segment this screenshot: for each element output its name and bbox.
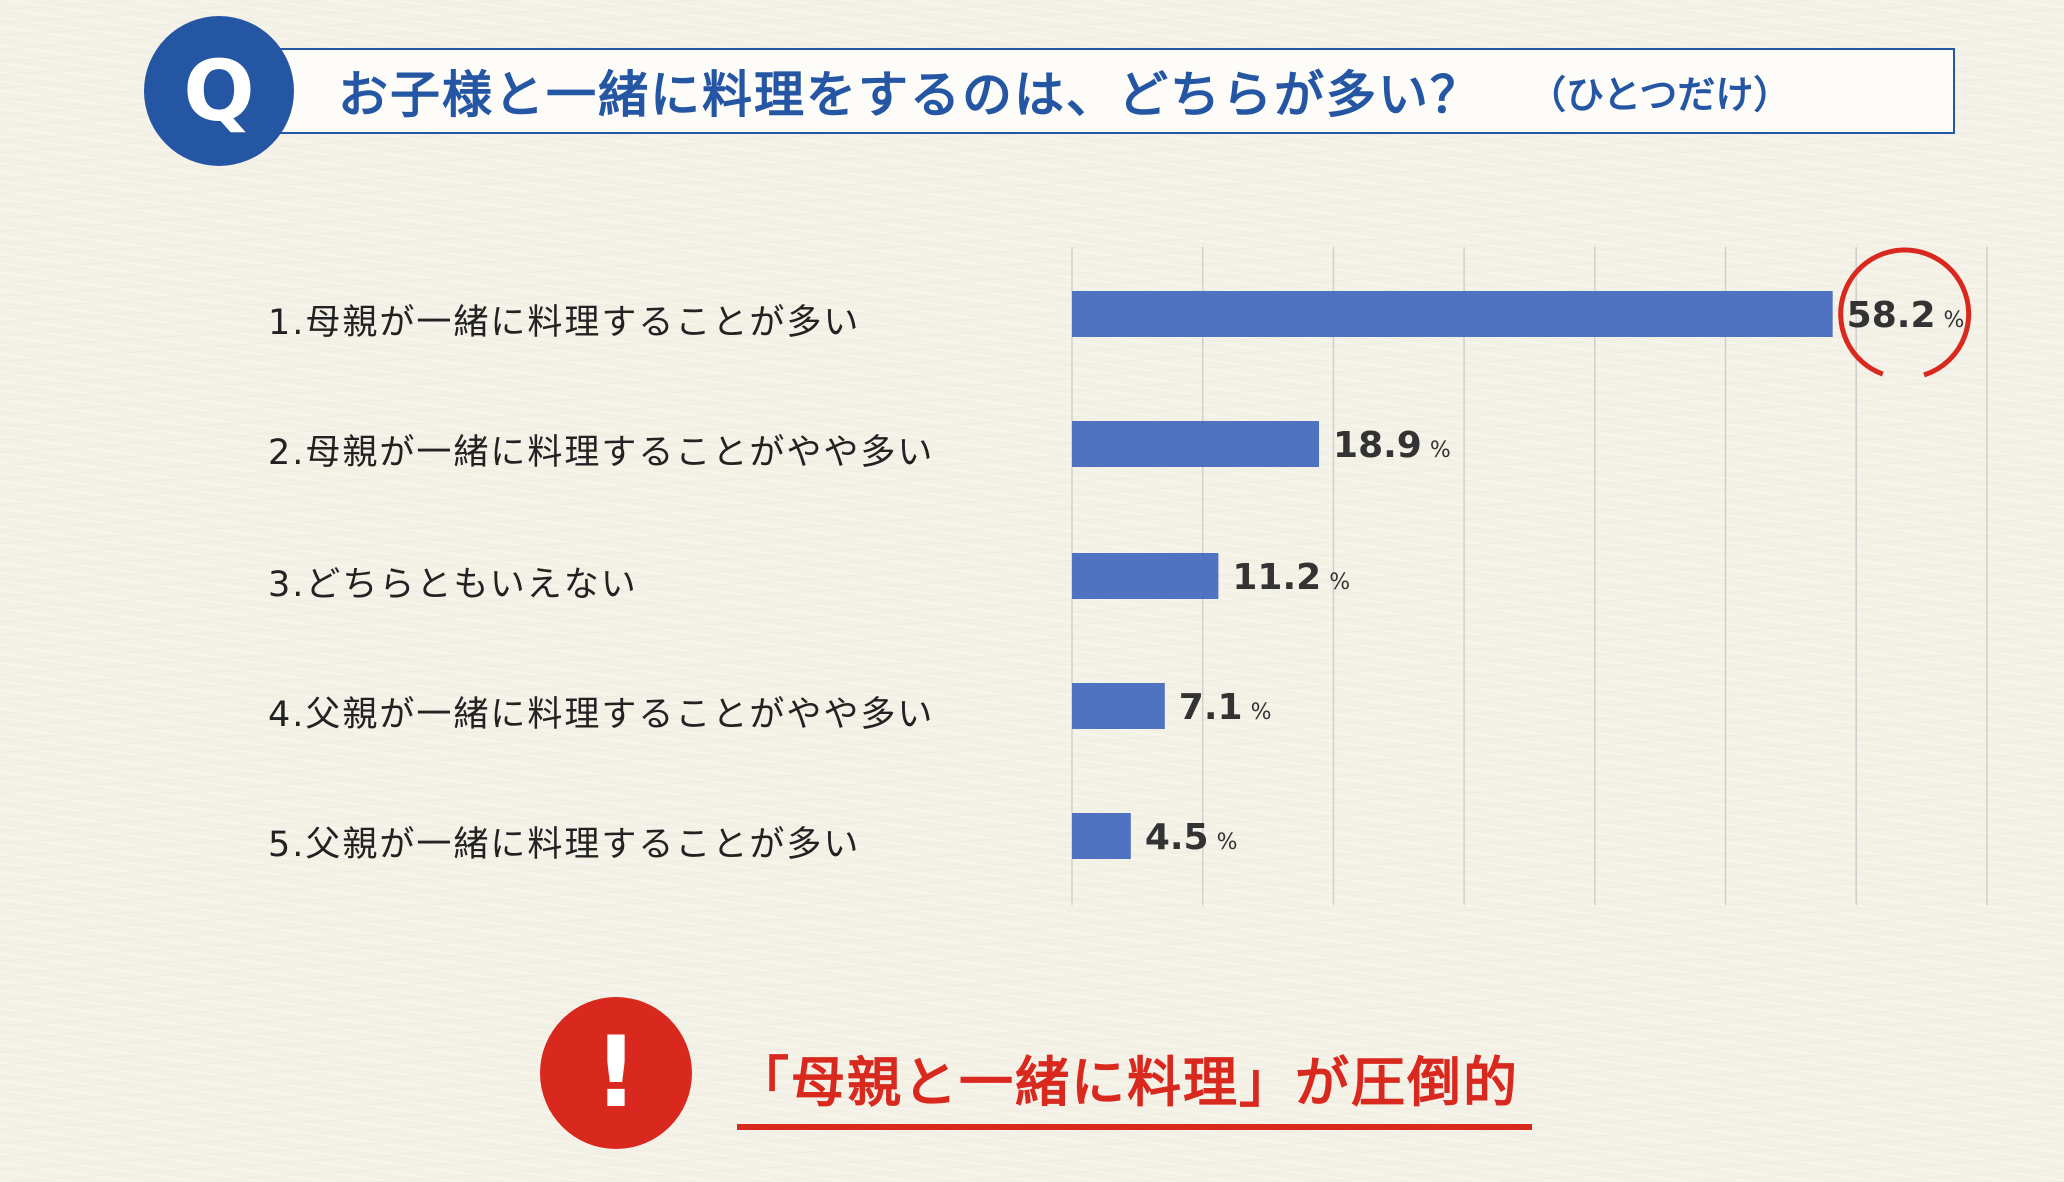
unit-label: %	[1329, 570, 1350, 595]
question-text: お子様と一緒に料理をするのは、どちらが多い？	[338, 66, 1482, 124]
unit-label: %	[1944, 308, 1965, 333]
unit-label: %	[1217, 830, 1238, 855]
data-label: 7.1%	[1179, 687, 1272, 728]
data-label: 4.5%	[1145, 817, 1238, 858]
category-label: 2.母親が一緒に料理することがやや多い	[268, 433, 935, 473]
data-label: 58.2%	[1847, 295, 1965, 336]
unit-label: %	[1430, 438, 1451, 463]
unit-label: %	[1251, 700, 1272, 725]
bar	[1072, 683, 1165, 729]
category-label: 5.父親が一緒に料理することが多い	[268, 825, 861, 865]
exclamation-icon: !	[540, 997, 692, 1149]
question-badge: Q	[144, 16, 294, 166]
conclusion-text: 「母親と一緒に料理」が圧倒的	[735, 1051, 1519, 1114]
data-label: 11.2%	[1232, 557, 1350, 598]
bar	[1072, 291, 1833, 337]
bar	[1072, 553, 1219, 599]
category-label: 3.どちらともいえない	[268, 565, 638, 605]
bar	[1072, 421, 1320, 467]
conclusion-underline	[737, 1124, 1532, 1130]
data-label: 18.9%	[1333, 425, 1451, 466]
highlight-circle	[1838, 247, 1972, 381]
category-label: 4.父親が一緒に料理することがやや多い	[268, 695, 935, 735]
bar	[1072, 813, 1131, 859]
question-note: （ひとつだけ）	[1528, 72, 1792, 117]
question-box	[275, 48, 1955, 134]
category-label: 1.母親が一緒に料理することが多い	[268, 303, 861, 343]
question-title: お子様と一緒に料理をするのは、どちらが多い？ （ひとつだけ）	[338, 50, 1791, 132]
